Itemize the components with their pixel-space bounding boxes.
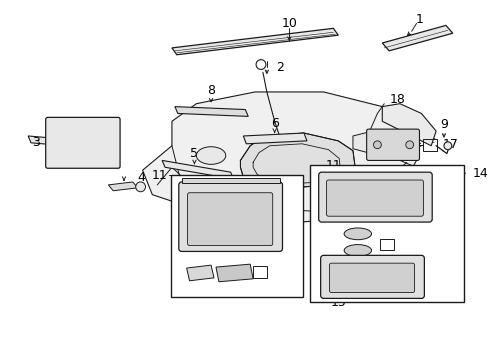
Polygon shape — [182, 178, 279, 183]
Circle shape — [405, 141, 413, 149]
Text: 17: 17 — [442, 138, 458, 151]
FancyBboxPatch shape — [318, 172, 431, 222]
Polygon shape — [382, 104, 435, 146]
Bar — [380, 239, 393, 251]
FancyBboxPatch shape — [187, 193, 272, 246]
Text: 6: 6 — [270, 117, 278, 130]
Polygon shape — [382, 26, 452, 51]
Circle shape — [443, 142, 451, 150]
Polygon shape — [243, 133, 306, 144]
Text: 4: 4 — [138, 171, 145, 184]
Text: 1: 1 — [415, 13, 423, 26]
Text: 10: 10 — [281, 17, 297, 30]
FancyBboxPatch shape — [366, 129, 419, 161]
Text: 9: 9 — [439, 118, 447, 131]
Text: 13: 13 — [272, 265, 288, 279]
Text: 14: 14 — [471, 167, 487, 180]
Text: 5: 5 — [190, 147, 198, 160]
Text: 8: 8 — [206, 85, 215, 98]
Polygon shape — [142, 92, 416, 224]
Text: 16: 16 — [399, 238, 415, 251]
Polygon shape — [108, 182, 138, 191]
Ellipse shape — [344, 244, 371, 256]
Polygon shape — [162, 161, 233, 179]
Text: 7: 7 — [63, 121, 71, 134]
Polygon shape — [186, 265, 214, 281]
Polygon shape — [216, 264, 253, 282]
Text: 11: 11 — [325, 159, 341, 172]
Text: 15: 15 — [330, 296, 346, 309]
FancyBboxPatch shape — [329, 263, 414, 293]
Text: 2: 2 — [276, 61, 284, 74]
Bar — [309, 165, 464, 302]
FancyBboxPatch shape — [326, 180, 423, 216]
Polygon shape — [28, 136, 111, 150]
Polygon shape — [240, 133, 354, 188]
Polygon shape — [175, 107, 248, 116]
Polygon shape — [352, 131, 386, 153]
FancyBboxPatch shape — [179, 182, 282, 251]
Circle shape — [373, 141, 381, 149]
FancyBboxPatch shape — [45, 117, 120, 168]
Bar — [253, 266, 266, 278]
Text: 12: 12 — [185, 248, 201, 261]
Bar — [423, 139, 436, 150]
FancyBboxPatch shape — [320, 255, 424, 298]
Text: 11: 11 — [151, 168, 167, 181]
Bar — [171, 175, 303, 297]
Ellipse shape — [196, 147, 225, 165]
Polygon shape — [172, 28, 338, 55]
Text: 18: 18 — [389, 93, 405, 106]
Text: 3: 3 — [32, 136, 40, 149]
Ellipse shape — [344, 228, 371, 240]
Circle shape — [136, 182, 145, 192]
